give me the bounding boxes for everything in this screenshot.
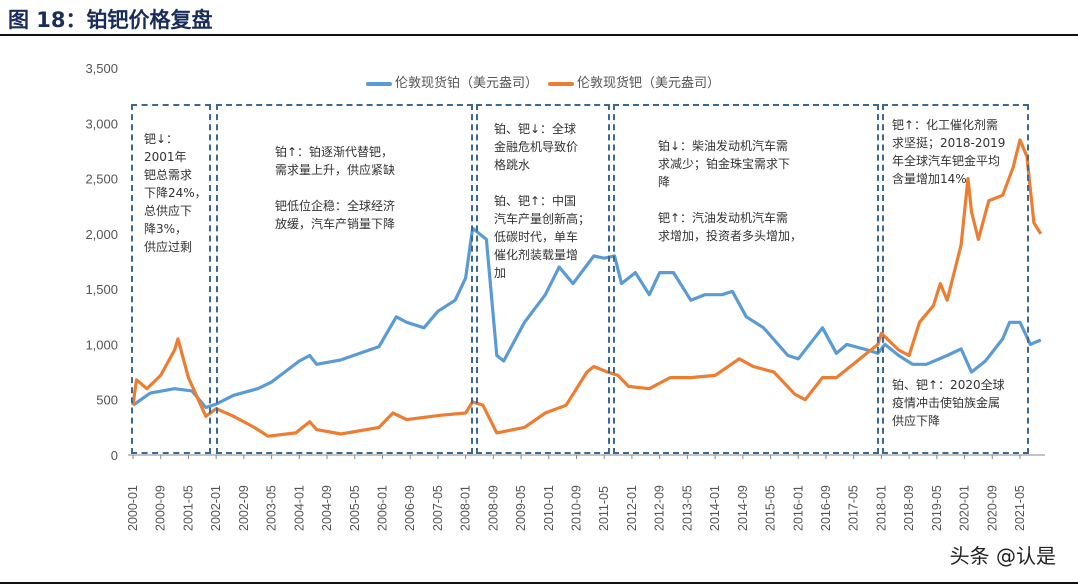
annotation-box-2011-2018 xyxy=(613,104,879,454)
x-tick-label: 2013-05 xyxy=(680,485,694,531)
bottom-rule xyxy=(0,582,1078,584)
x-tick-label: 2011-05 xyxy=(597,486,611,531)
x-tick-label: 2006-01 xyxy=(375,485,389,531)
annotation-box-2008-2011 xyxy=(476,104,610,454)
x-tick-label: 2018-09 xyxy=(902,485,916,531)
annotation-5: 钯↑：化工催化剂需 求坚挺；2018-2019 年全球汽车钯金平均 含量增加14… xyxy=(892,118,1006,186)
figure-title: 图 18：铂钯价格复盘 xyxy=(8,8,213,32)
y-tick-label: 500 xyxy=(96,393,118,408)
x-tick-label: 2003-05 xyxy=(265,485,279,531)
x-tick-label: 2002-01 xyxy=(209,485,223,531)
x-tick-label: 2006-09 xyxy=(403,485,417,531)
y-tick-label: 3,000 xyxy=(85,116,118,131)
x-tick-label: 2000-09 xyxy=(154,485,168,531)
x-tick-label: 2004-09 xyxy=(320,485,334,531)
y-tick-label: 3,500 xyxy=(85,61,118,76)
x-tick-label: 2018-01 xyxy=(874,485,888,531)
x-tick-label: 2007-05 xyxy=(431,485,445,531)
x-tick-label: 2002-09 xyxy=(237,485,251,531)
legend: 伦敦现货铂（美元盎司） 伦敦现货钯（美元盎司） xyxy=(366,72,720,91)
annotation-3: 铂、钯↓：全球 金融危机导致价 格跳水 铂、钯↑：中国 汽车产量创新高； 低碳时… xyxy=(494,122,591,280)
x-tick-label: 2019-05 xyxy=(930,485,944,531)
title-rule xyxy=(0,34,1078,36)
palladium-line xyxy=(131,138,1043,438)
x-tick-label: 2016-01 xyxy=(791,485,805,531)
x-tick-label: 2010-01 xyxy=(542,485,556,531)
annotation-6: 铂、钯↑：2020全球 疫情冲击使铂族金属 供应下降 xyxy=(892,378,1005,428)
annotation-box-2000-2001 xyxy=(131,104,211,454)
y-tick-label: 1,000 xyxy=(85,337,118,352)
annotation-2: 铂↑：铂逐渐代替钯， 需求量上升，供应紧缺 钯低位企稳：全球经济 放缓，汽车产销… xyxy=(275,145,396,231)
legend-item-palladium: 伦敦现货钯（美元盎司） xyxy=(548,72,720,91)
x-tick-label: 2001-05 xyxy=(181,485,195,531)
x-tick-label: 2008-09 xyxy=(486,485,500,531)
x-tick-label: 2014-09 xyxy=(736,485,750,531)
x-tick-label: 2012-01 xyxy=(625,485,639,531)
legend-swatch-platinum xyxy=(366,81,392,86)
x-tick-label: 2005-05 xyxy=(348,485,362,531)
watermark: 头条 @认是 xyxy=(949,544,1056,568)
y-tick-label: 0 xyxy=(111,448,118,463)
annotation-box-2002-2008 xyxy=(216,104,473,454)
x-tick-label: 2015-05 xyxy=(764,485,778,531)
x-tick-label: 2004-01 xyxy=(292,485,306,531)
y-tick-label: 1,500 xyxy=(85,282,118,297)
annotation-box-2018-2021 xyxy=(882,104,1029,454)
legend-label-palladium: 伦敦现货钯（美元盎司） xyxy=(577,76,721,91)
x-tick-label: 2020-01 xyxy=(958,485,972,531)
legend-item-platinum: 伦敦现货铂（美元盎司） xyxy=(366,72,538,91)
x-tick-label: 2017-05 xyxy=(847,485,861,531)
x-tick-label: 2016-09 xyxy=(819,485,833,531)
y-tick-label: 2,500 xyxy=(85,172,118,187)
x-tick-label: 2012-09 xyxy=(653,485,667,531)
y-tick-label: 2,000 xyxy=(85,227,118,242)
legend-label-platinum: 伦敦现货铂（美元盎司） xyxy=(395,76,539,91)
x-tick-label: 2000-01 xyxy=(126,485,140,531)
x-tick-label: 2014-01 xyxy=(708,485,722,531)
x-tick-label: 2020-09 xyxy=(985,485,999,531)
x-tick-label: 2008-01 xyxy=(459,485,473,531)
annotation-1: 钯↓： 2001年 钯总需求 下降24%， 总供应下 降3%， 供应过剩 xyxy=(144,132,207,254)
annotation-4: 铂↓：柴油发动机汽车需 求减少；铂金珠宝需求下 降 钯↑：汽油发动机汽车需 求增… xyxy=(658,139,803,243)
legend-swatch-palladium xyxy=(548,81,575,86)
x-tick-label: 2021-05 xyxy=(1013,485,1027,531)
x-tick-label: 2010-09 xyxy=(570,485,584,531)
x-tick-label: 2009-05 xyxy=(514,485,528,531)
